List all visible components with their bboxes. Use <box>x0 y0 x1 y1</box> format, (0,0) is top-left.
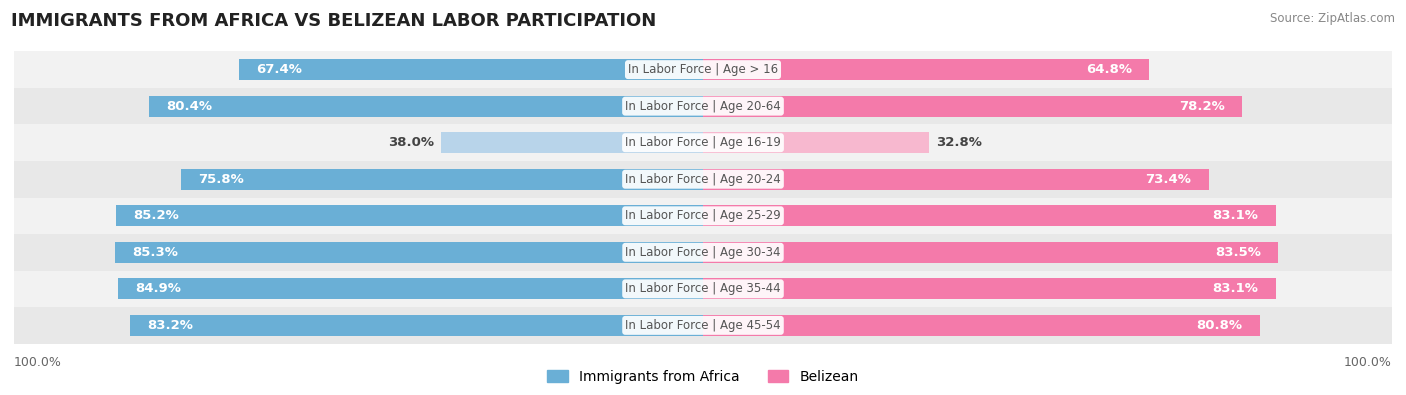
Text: Source: ZipAtlas.com: Source: ZipAtlas.com <box>1270 12 1395 25</box>
Text: In Labor Force | Age > 16: In Labor Force | Age > 16 <box>628 63 778 76</box>
Text: In Labor Force | Age 20-64: In Labor Force | Age 20-64 <box>626 100 780 113</box>
Text: 85.2%: 85.2% <box>134 209 179 222</box>
Bar <box>703 132 929 153</box>
Text: 83.1%: 83.1% <box>1212 209 1258 222</box>
Bar <box>703 205 1275 226</box>
Bar <box>239 59 703 80</box>
Bar <box>115 242 703 263</box>
Text: 80.8%: 80.8% <box>1197 319 1243 332</box>
Bar <box>14 198 1392 234</box>
Bar <box>703 315 1260 336</box>
Bar <box>14 307 1392 344</box>
Bar <box>14 88 1392 124</box>
Bar <box>703 59 1150 80</box>
Bar <box>14 161 1392 198</box>
Text: 100.0%: 100.0% <box>1344 356 1392 369</box>
Bar <box>14 271 1392 307</box>
Text: 84.9%: 84.9% <box>135 282 181 295</box>
Bar <box>703 278 1275 299</box>
Bar <box>14 234 1392 271</box>
Text: IMMIGRANTS FROM AFRICA VS BELIZEAN LABOR PARTICIPATION: IMMIGRANTS FROM AFRICA VS BELIZEAN LABOR… <box>11 12 657 30</box>
Bar <box>703 242 1278 263</box>
Text: In Labor Force | Age 30-34: In Labor Force | Age 30-34 <box>626 246 780 259</box>
Bar <box>117 205 703 226</box>
Bar <box>703 96 1241 117</box>
Bar <box>14 124 1392 161</box>
Text: 78.2%: 78.2% <box>1178 100 1225 113</box>
Legend: Immigrants from Africa, Belizean: Immigrants from Africa, Belizean <box>541 364 865 389</box>
Text: 100.0%: 100.0% <box>14 356 62 369</box>
Text: 38.0%: 38.0% <box>388 136 434 149</box>
Bar <box>149 96 703 117</box>
Bar <box>118 278 703 299</box>
Text: 83.5%: 83.5% <box>1215 246 1261 259</box>
Text: In Labor Force | Age 20-24: In Labor Force | Age 20-24 <box>626 173 780 186</box>
Text: 73.4%: 73.4% <box>1146 173 1191 186</box>
Text: In Labor Force | Age 35-44: In Labor Force | Age 35-44 <box>626 282 780 295</box>
Text: 80.4%: 80.4% <box>166 100 212 113</box>
Bar <box>703 169 1209 190</box>
Text: In Labor Force | Age 25-29: In Labor Force | Age 25-29 <box>626 209 780 222</box>
Text: 32.8%: 32.8% <box>936 136 981 149</box>
Text: 64.8%: 64.8% <box>1087 63 1132 76</box>
Text: 83.1%: 83.1% <box>1212 282 1258 295</box>
Bar <box>14 51 1392 88</box>
Text: In Labor Force | Age 16-19: In Labor Force | Age 16-19 <box>626 136 780 149</box>
Text: In Labor Force | Age 45-54: In Labor Force | Age 45-54 <box>626 319 780 332</box>
Text: 85.3%: 85.3% <box>132 246 179 259</box>
Bar <box>181 169 703 190</box>
Text: 75.8%: 75.8% <box>198 173 243 186</box>
Bar <box>129 315 703 336</box>
Text: 83.2%: 83.2% <box>148 319 193 332</box>
Bar <box>441 132 703 153</box>
Text: 67.4%: 67.4% <box>256 63 302 76</box>
